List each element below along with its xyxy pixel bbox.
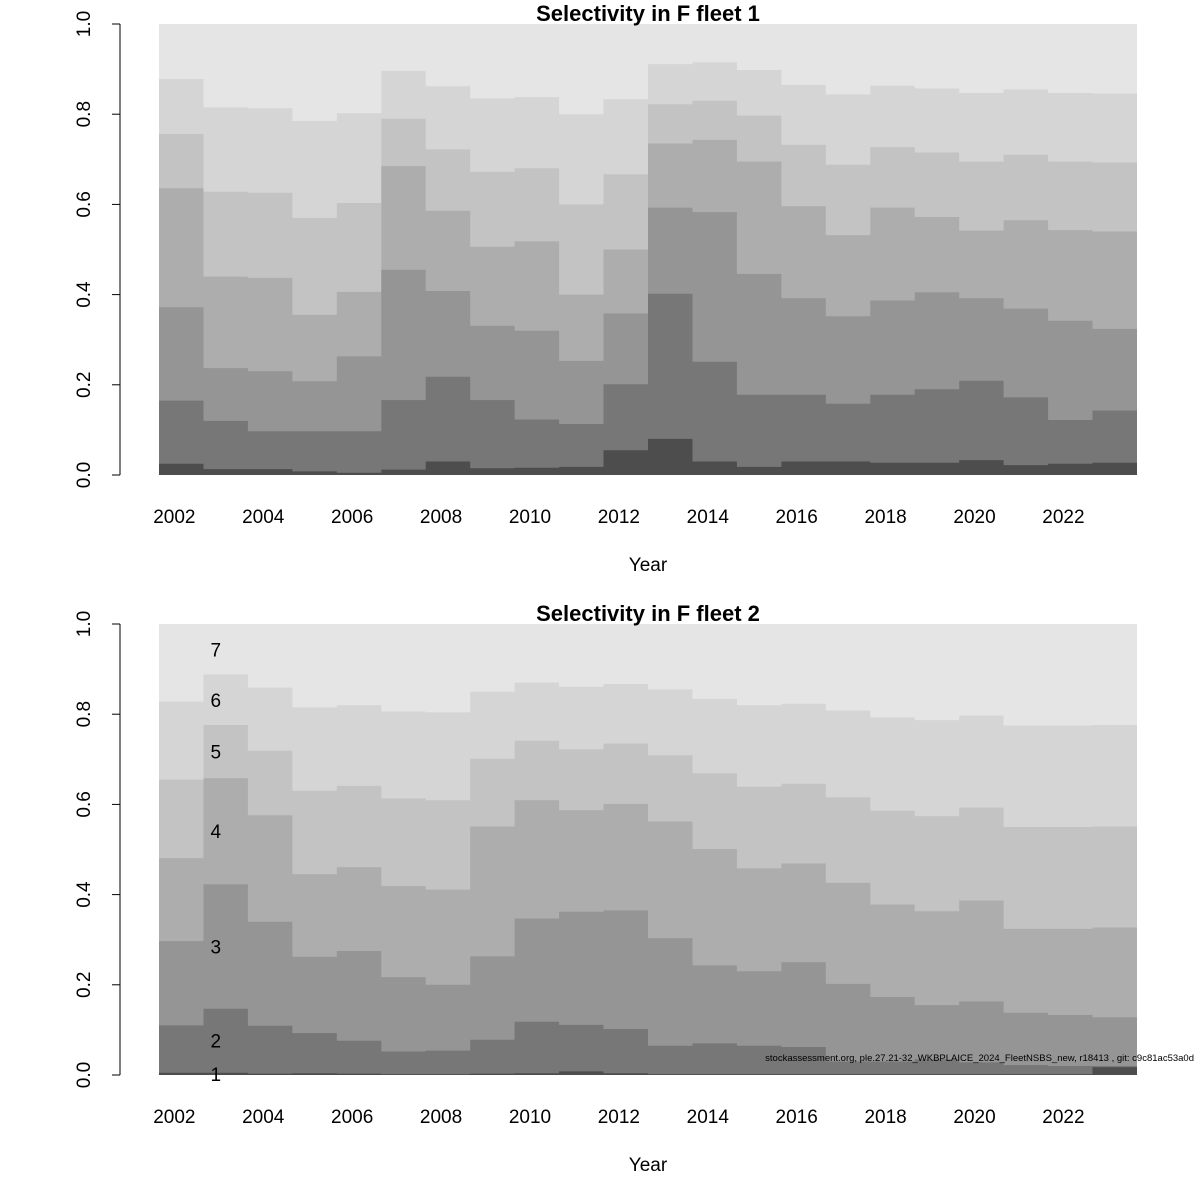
y-tick-label: 0.2 [74, 972, 95, 998]
x-tick-label: 2014 [687, 507, 730, 528]
x-tick-label: 2006 [331, 507, 373, 528]
x-tick-label: 2014 [687, 1107, 730, 1128]
x-tick-label: 2010 [509, 507, 551, 528]
fleet-2-stacked-areas [159, 624, 1137, 1075]
y-tick-label: 0.2 [74, 372, 95, 398]
fleet-1-chart-title: Selectivity in F fleet 1 [536, 1, 760, 26]
x-tick-label: 2022 [1042, 1107, 1084, 1128]
x-tick-label: 2004 [242, 507, 285, 528]
x-tick-label: 2020 [953, 1107, 995, 1128]
age-label-4: 4 [211, 822, 222, 843]
fleet-2-x-axis-label: Year [629, 1155, 668, 1176]
x-tick-label: 2012 [598, 507, 640, 528]
age-1-area [159, 1067, 1137, 1075]
fleet-1-x-axis-label: Year [629, 555, 668, 576]
x-tick-label: 2004 [242, 1107, 285, 1128]
fleet-2-age-labels: 1 2 3 4 5 6 7 [211, 640, 222, 1086]
x-tick-label: 2010 [509, 1107, 551, 1128]
age-2-area [159, 293, 1137, 475]
x-tick-label: 2018 [864, 1107, 906, 1128]
footnote: stockassessment.org, ple.27.21-32_WKBPLA… [765, 1053, 1194, 1064]
age-2-area [159, 1008, 1137, 1075]
age-label-3: 3 [211, 937, 222, 958]
x-tick-label: 2012 [598, 1107, 640, 1128]
fleet-1-y-axis: 0.0 0.2 0.4 0.6 0.8 1.0 [74, 11, 121, 488]
fleet-1-x-axis: 2002 2004 2006 2008 2010 2012 2014 2016 2018 2020… [153, 507, 1084, 528]
age-3-area [159, 884, 1137, 1075]
fleet-1-stacked-areas [159, 24, 1137, 476]
fleet-2-chart-title: Selectivity in F fleet 2 [536, 601, 760, 626]
x-tick-label: 2020 [953, 507, 995, 528]
age-label-7: 7 [211, 640, 222, 661]
x-tick-label: 2016 [776, 507, 818, 528]
x-tick-label: 2016 [776, 1107, 818, 1128]
x-tick-label: 2002 [153, 507, 195, 528]
x-tick-label: 2008 [420, 1107, 462, 1128]
y-tick-label: 0.4 [74, 281, 95, 308]
y-tick-label: 1.0 [74, 11, 95, 37]
y-tick-label: 0.4 [74, 881, 95, 908]
x-tick-label: 2008 [420, 507, 462, 528]
age-label-2: 2 [211, 1032, 222, 1053]
fleet-1-selectivity-chart: Selectivity in F fleet 1 0.0 0.2 0.4 0.6 0.8… [74, 1, 1137, 576]
x-tick-label: 2018 [864, 507, 906, 528]
y-tick-label: 0.0 [74, 1062, 95, 1088]
y-tick-label: 0.6 [74, 791, 95, 817]
x-tick-label: 2006 [331, 1107, 373, 1128]
age-label-5: 5 [211, 743, 222, 764]
y-tick-label: 0.8 [74, 701, 95, 727]
fleet-2-y-axis: 0.0 0.2 0.4 0.6 0.8 1.0 [74, 611, 121, 1088]
y-tick-label: 0.0 [74, 462, 95, 488]
age-1-area [159, 438, 1137, 475]
age-label-1: 1 [211, 1065, 222, 1086]
age-label-6: 6 [211, 691, 222, 712]
fleet-2-selectivity-chart: Selectivity in F fleet 2 0.0 0.2 0.4 0.6 0.8… [74, 601, 1137, 1176]
y-tick-label: 0.8 [74, 101, 95, 127]
y-tick-label: 1.0 [74, 611, 95, 637]
y-tick-label: 0.6 [74, 191, 95, 217]
x-tick-label: 2022 [1042, 507, 1084, 528]
fleet-2-x-axis: 2002 2004 2006 2008 2010 2012 2014 2016 2018 2020… [153, 1107, 1084, 1128]
x-tick-label: 2002 [153, 1107, 195, 1128]
